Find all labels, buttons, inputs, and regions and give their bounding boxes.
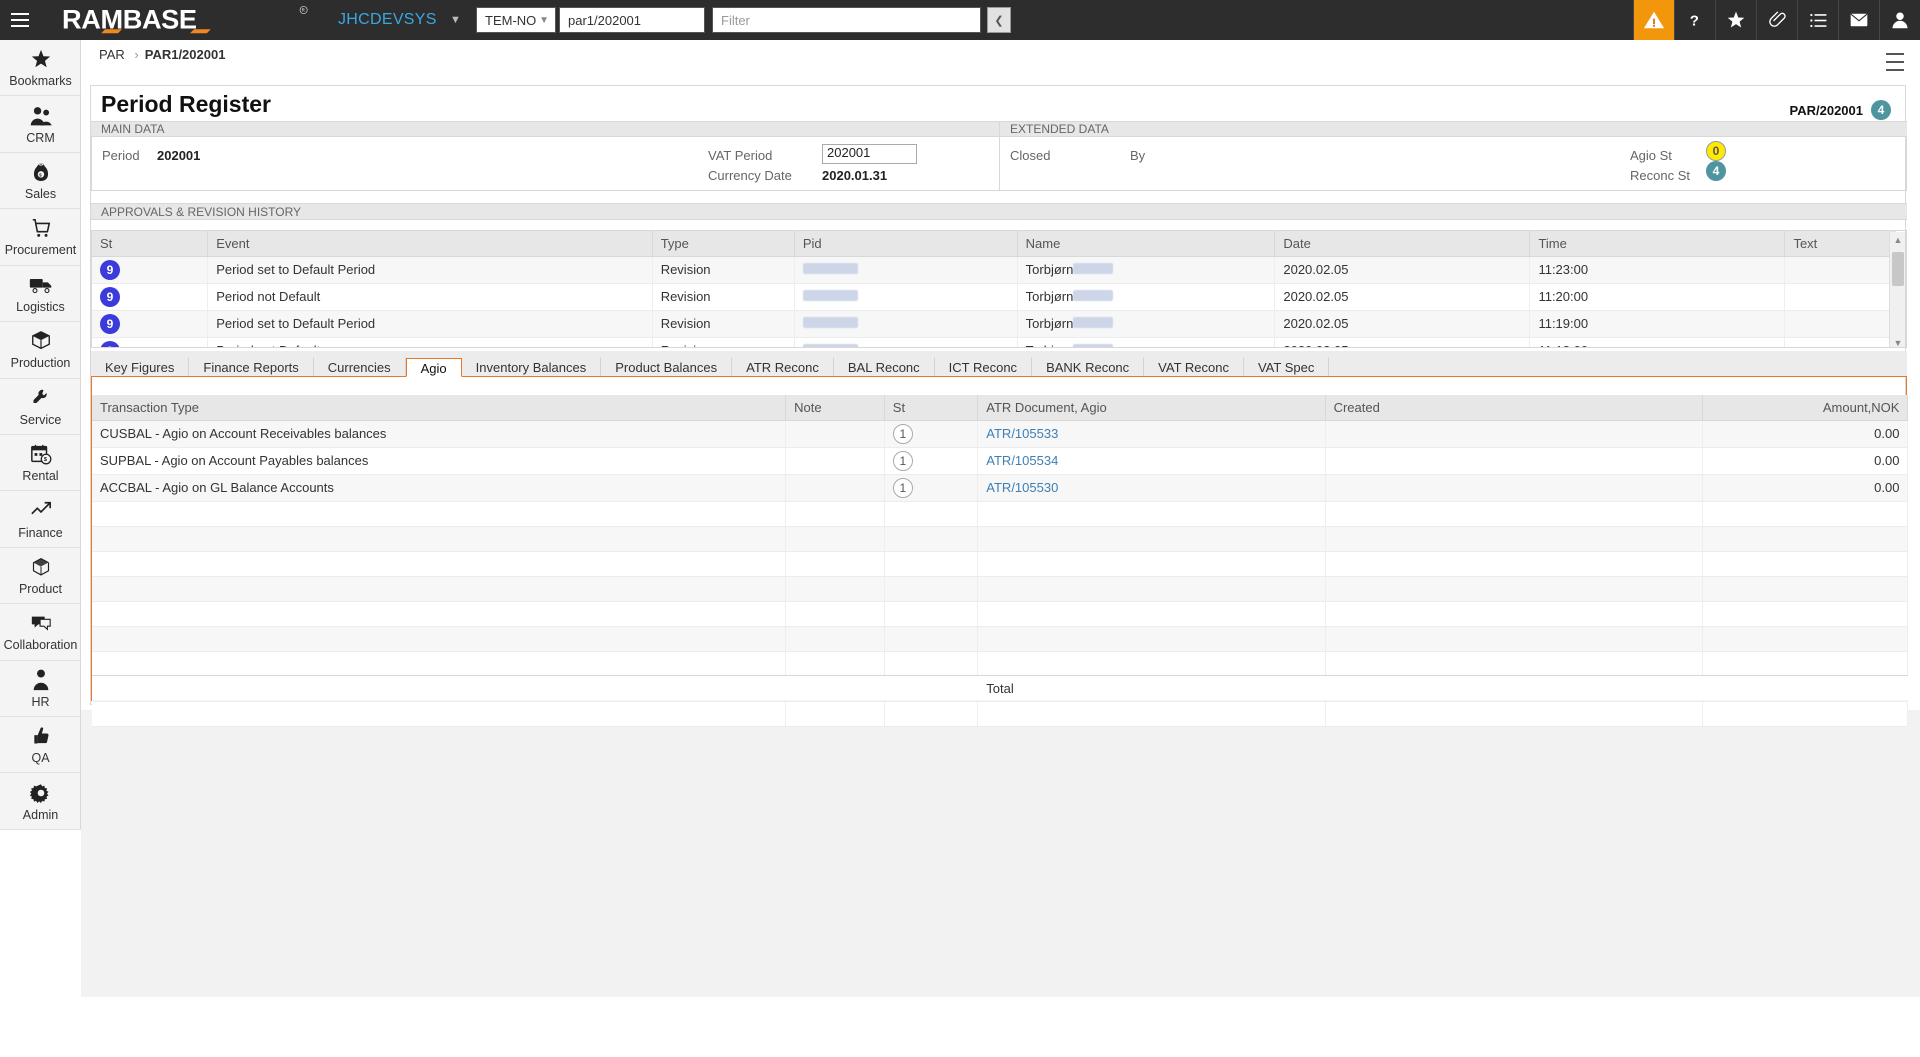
svg-text:R: R <box>302 8 305 13</box>
svg-text:RAMBASE: RAMBASE <box>62 6 197 34</box>
svg-text:?: ? <box>1690 12 1699 29</box>
svg-text:$: $ <box>43 457 46 463</box>
